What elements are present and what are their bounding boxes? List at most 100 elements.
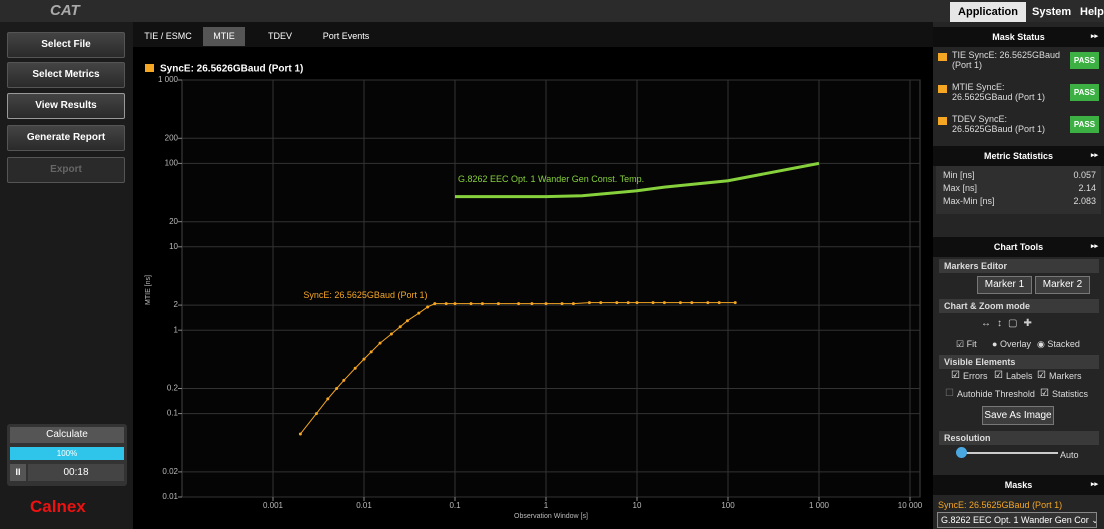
series-label: SyncE: 26.5625GBaud (Port 1) bbox=[303, 290, 427, 300]
stat-value: 0.057 bbox=[1073, 170, 1096, 180]
point bbox=[433, 302, 437, 306]
point bbox=[298, 432, 302, 436]
checkbox-label: Labels bbox=[1006, 371, 1033, 381]
checkbox[interactable]: ☑ bbox=[1037, 370, 1046, 381]
button[interactable]: Select File bbox=[7, 32, 125, 58]
mask-row-label: TDEV SyncE: 26.5625GBaud (Port 1) bbox=[952, 114, 1046, 134]
section-title: Resolution bbox=[939, 431, 1099, 445]
pass-badge: PASS bbox=[1070, 116, 1099, 133]
view-tab[interactable]: TDEV bbox=[267, 31, 292, 41]
stat-label: Max-Min [ns] bbox=[943, 196, 995, 206]
panel-header[interactable]: Mask Status bbox=[933, 27, 1104, 47]
view-tab[interactable]: Port Events bbox=[322, 31, 370, 41]
button[interactable]: Generate Report bbox=[7, 125, 125, 151]
marker-button[interactable]: Marker 2 bbox=[1035, 276, 1090, 294]
x-axis-title: Observation Window [s] bbox=[514, 513, 588, 520]
logo: CAT bbox=[50, 2, 80, 19]
y-tick-label: 0.02 bbox=[162, 467, 178, 476]
section-title: Visible Elements bbox=[939, 355, 1099, 369]
point bbox=[444, 302, 448, 306]
y-tick-label: 200 bbox=[165, 133, 179, 142]
radio-stacked[interactable]: ◉ Stacked bbox=[1037, 339, 1080, 349]
point bbox=[335, 386, 339, 390]
series-icon bbox=[145, 64, 154, 72]
checkbox[interactable]: ☑ bbox=[994, 370, 1003, 381]
pass-badge: PASS bbox=[1070, 52, 1099, 69]
x-tick-label: 10 000 bbox=[898, 501, 923, 510]
mask-row-label: TIE SyncE: 26.5625GBaud (Port 1) bbox=[952, 50, 1061, 70]
point bbox=[651, 301, 655, 305]
section-title: Chart & Zoom mode bbox=[939, 299, 1099, 313]
point bbox=[353, 366, 357, 370]
system-tab[interactable]: System bbox=[1032, 6, 1072, 18]
point bbox=[599, 301, 603, 305]
calculate-button[interactable]: Calculate bbox=[10, 427, 124, 443]
mask-row-label: MTIE SyncE: 26.5625GBaud (Port 1) bbox=[952, 82, 1046, 102]
label: Fit bbox=[966, 339, 977, 349]
checkbox[interactable]: ☐ bbox=[945, 388, 954, 399]
zoom-icons[interactable]: ↔↕▢✚ bbox=[981, 318, 1038, 329]
point bbox=[626, 301, 630, 305]
tab-bar bbox=[133, 22, 933, 47]
help-tab[interactable]: Help bbox=[1080, 6, 1104, 18]
app-tab[interactable]: Application bbox=[950, 2, 1026, 22]
x-tick-label: 1 000 bbox=[809, 501, 830, 510]
save-button[interactable]: Save As Image bbox=[982, 406, 1054, 425]
checkbox[interactable]: ☑ bbox=[951, 370, 960, 381]
point bbox=[517, 302, 521, 306]
top-bar: CAT Application System Help bbox=[0, 0, 1104, 22]
panel-header[interactable]: Chart Tools bbox=[933, 237, 1104, 257]
x-tick-label: 100 bbox=[721, 501, 735, 510]
x-tick-label: 0.01 bbox=[356, 501, 372, 510]
point bbox=[453, 302, 457, 306]
label: Stacked bbox=[1047, 339, 1080, 349]
slider-handle[interactable] bbox=[956, 447, 967, 458]
y-tick-label: 2 bbox=[174, 300, 179, 309]
mask-select[interactable]: G.8262 EEC Opt. 1 Wander Gen Cor ⌄ bbox=[937, 512, 1097, 528]
pause-button[interactable]: II bbox=[10, 464, 26, 481]
y-tick-label: 10 bbox=[169, 242, 178, 251]
slider-track bbox=[960, 452, 1058, 454]
point bbox=[496, 302, 500, 306]
x-tick-label: 0.1 bbox=[449, 501, 461, 510]
radio-overlay[interactable]: ● Overlay bbox=[992, 339, 1031, 349]
chart-title: SyncE: 26.5626GBaud (Port 1) bbox=[160, 64, 303, 75]
x-tick-label: 10 bbox=[633, 501, 642, 510]
panel-header[interactable]: Masks bbox=[933, 475, 1104, 495]
point bbox=[615, 301, 619, 305]
view-tab[interactable]: MTIE bbox=[203, 27, 245, 46]
label: G.8262 EEC Opt. 1 Wander Gen Cor bbox=[941, 515, 1089, 525]
point bbox=[717, 301, 721, 305]
progress-track: 100% bbox=[10, 447, 124, 460]
checkbox[interactable]: ☑ bbox=[1040, 388, 1049, 399]
panel-header[interactable]: Metric Statistics bbox=[933, 146, 1104, 166]
brand: Calnex bbox=[30, 497, 86, 516]
y-tick-label: 20 bbox=[169, 217, 178, 226]
series-label: G.8262 EEC Opt. 1 Wander Gen Const. Temp… bbox=[458, 174, 644, 184]
row-icon bbox=[938, 117, 947, 125]
checkbox-fit[interactable]: ☑ Fit bbox=[956, 339, 977, 349]
point bbox=[662, 301, 666, 305]
point bbox=[389, 332, 393, 336]
checkbox-label: Markers bbox=[1049, 371, 1082, 381]
y-tick-label: 100 bbox=[165, 159, 179, 168]
checkbox-label: Autohide Threshold bbox=[957, 389, 1035, 399]
point bbox=[571, 302, 575, 306]
checkbox-label: Errors bbox=[963, 371, 988, 381]
view-tab[interactable]: TIE / ESMC bbox=[144, 31, 192, 41]
checkbox-label: Statistics bbox=[1052, 389, 1089, 399]
stat-value: 2.083 bbox=[1073, 196, 1096, 206]
point bbox=[405, 319, 409, 323]
stats-box bbox=[936, 166, 1101, 214]
series-line bbox=[455, 161, 820, 199]
button[interactable]: Select Metrics bbox=[7, 62, 125, 88]
plot-area bbox=[181, 79, 921, 498]
stat-label: Max [ns] bbox=[943, 183, 978, 193]
stat-label: Min [ns] bbox=[943, 170, 975, 180]
marker-button[interactable]: Marker 1 bbox=[977, 276, 1032, 294]
timer: 00:18 bbox=[28, 464, 124, 481]
button[interactable]: View Results bbox=[7, 93, 125, 119]
point bbox=[369, 350, 373, 354]
y-tick-label: 0.2 bbox=[167, 384, 179, 393]
point bbox=[362, 357, 366, 361]
